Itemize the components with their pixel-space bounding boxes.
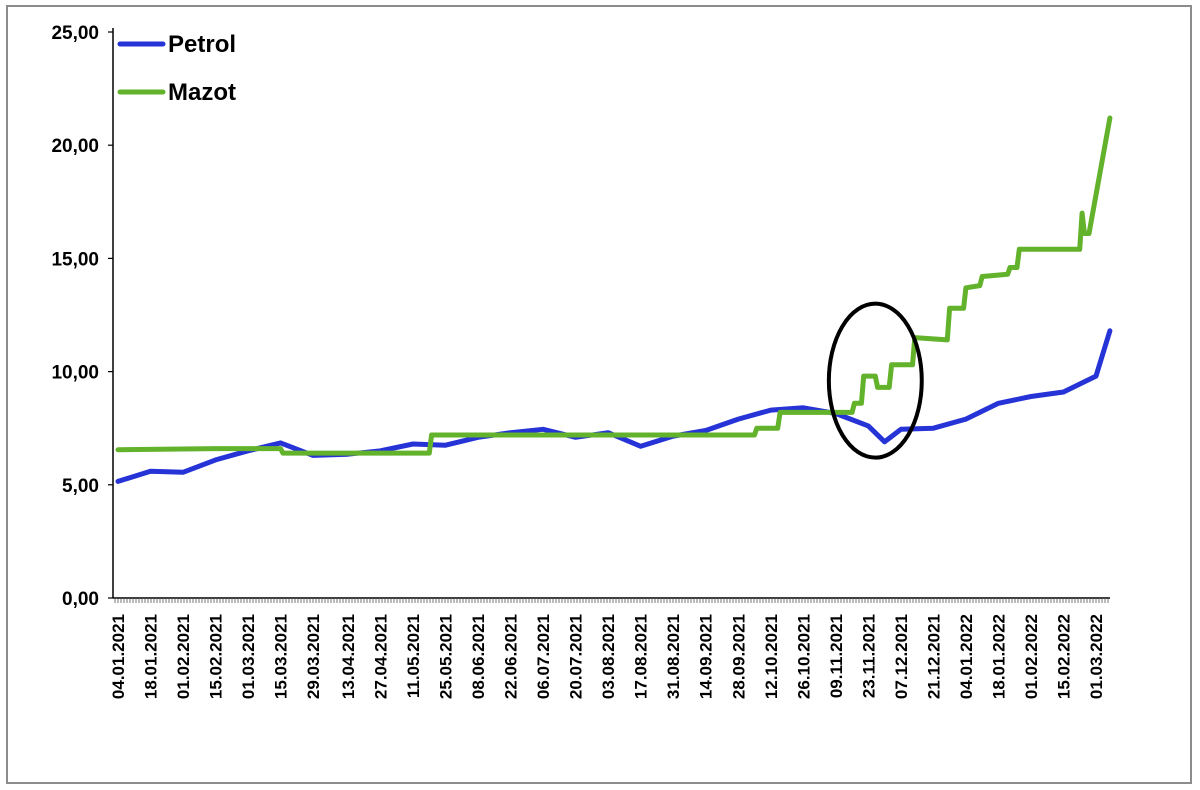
x-tick-label: 13.04.2021: [339, 614, 358, 699]
annotations: [826, 301, 924, 460]
x-tick-label: 17.08.2021: [632, 614, 651, 699]
x-tick-label: 01.02.2022: [1022, 614, 1041, 699]
legend: Petrol Mazot: [117, 31, 236, 106]
x-tick-label: 18.01.2021: [142, 614, 161, 699]
y-tick-label: 25,00: [51, 23, 99, 44]
x-tick-label: 04.01.2022: [957, 614, 976, 699]
x-tick-label: 23.11.2021: [859, 614, 878, 698]
x-tick-label: 18.01.2022: [989, 614, 1008, 699]
x-tick-label: 28.09.2021: [729, 614, 748, 699]
x-tick-label: 06.07.2021: [534, 614, 553, 699]
x-tick-label: 27.04.2021: [372, 614, 391, 699]
line-chart: 0,00 5,00 10,00 15,00 20,00 25,00 04.01.2021 1…: [51, 23, 1113, 699]
y-tick-label: 0,00: [62, 589, 99, 610]
x-tick-label: 20.07.2021: [567, 614, 586, 699]
x-tick-label: 15.02.2021: [207, 614, 226, 699]
x-axis-ticks: 04.01.2021 18.01.2021 01.02.2021 15.02.2021…: [109, 614, 1106, 699]
x-tick-label: 31.08.2021: [664, 614, 683, 699]
series-lines: [115, 115, 1113, 484]
x-tick-label: 15.02.2022: [1054, 614, 1073, 699]
x-tick-label: 07.12.2021: [892, 614, 911, 699]
series-line-petrol: [115, 328, 1113, 484]
y-tick-label: 15,00: [51, 249, 99, 270]
x-tick-label: 14.09.2021: [697, 614, 716, 699]
chart-frame: 0,00 5,00 10,00 15,00 20,00 25,00 04.01.2021 1…: [6, 5, 1192, 784]
x-tick-label: 04.01.2021: [109, 614, 128, 699]
y-tick-label: 20,00: [51, 136, 99, 157]
x-tick-label: 08.06.2021: [469, 614, 488, 699]
x-tick-label: 11.05.2021: [404, 614, 423, 698]
x-tick-label: 21.12.2021: [924, 614, 943, 699]
x-tick-label: 22.06.2021: [502, 614, 521, 699]
series-line-mazot: [115, 115, 1113, 456]
x-tick-label: 03.08.2021: [599, 614, 618, 699]
x-tick-label: 01.03.2022: [1087, 614, 1106, 699]
y-tick-label: 5,00: [62, 476, 99, 497]
x-tick-label: 09.11.2021: [827, 614, 846, 698]
legend-label-mazot: Mazot: [168, 79, 236, 106]
x-tick-label: 12.10.2021: [762, 614, 781, 699]
x-tick-label: 26.10.2021: [794, 614, 813, 699]
x-tick-label: 01.02.2021: [174, 614, 193, 699]
x-tick-label: 01.03.2021: [239, 614, 258, 699]
y-tick-label: 10,00: [51, 363, 99, 384]
x-tick-label: 15.03.2021: [272, 614, 291, 699]
axes: [112, 28, 1110, 603]
legend-label-petrol: Petrol: [168, 31, 236, 58]
x-tick-label: 25.05.2021: [437, 614, 456, 699]
x-tick-label: 29.03.2021: [304, 614, 323, 699]
y-axis-ticks: 0,00 5,00 10,00 15,00 20,00 25,00: [51, 23, 113, 610]
highlight-ellipse: [826, 301, 924, 460]
